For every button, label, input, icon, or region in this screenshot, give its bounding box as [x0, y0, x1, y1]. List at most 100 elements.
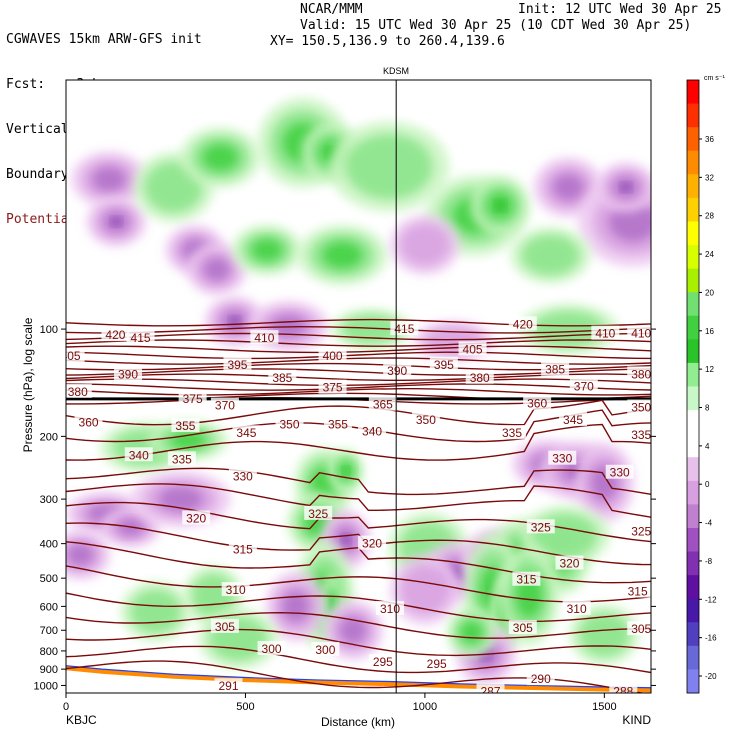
- theta-label: 350: [631, 401, 651, 415]
- theta-label: 330: [610, 466, 630, 480]
- theta-label-bg: [182, 510, 211, 525]
- y-tick-label: 300: [40, 494, 58, 506]
- theta-label-bg: [559, 412, 588, 427]
- theta-label: 340: [362, 425, 382, 439]
- velocity-cell: [111, 217, 122, 226]
- theta-label: 390: [387, 364, 407, 378]
- theta-label: 310: [226, 583, 246, 597]
- colorbar-swatch: [687, 150, 699, 175]
- y-tick-label: 900: [40, 664, 58, 676]
- colorbar-label: -12: [705, 595, 717, 604]
- colorbar-swatch: [687, 386, 699, 411]
- theta-label-bg: [210, 397, 239, 412]
- theta-label-bg: [126, 330, 155, 345]
- theta-label-bg: [250, 330, 279, 345]
- theta-label: 305: [215, 620, 235, 634]
- colorbar-label: 0: [705, 480, 710, 489]
- theta-label: 310: [567, 602, 587, 616]
- theta-label: 385: [272, 371, 292, 385]
- velocity-cell: [158, 486, 203, 512]
- theta-contour: [66, 565, 651, 603]
- colorbar-swatch: [687, 174, 699, 199]
- velocity-cell: [341, 534, 350, 545]
- left-endpoint-label: KBJC: [66, 713, 97, 727]
- theta-label: 315: [233, 542, 253, 556]
- velocity-cell: [460, 621, 483, 644]
- theta-label-bg: [124, 447, 153, 462]
- theta-label-bg: [221, 582, 250, 597]
- theta-label-bg: [562, 600, 591, 615]
- theta-label-bg: [268, 369, 297, 384]
- velocity-cell: [495, 200, 506, 211]
- y-tick-label: 600: [40, 601, 58, 613]
- right-endpoint-label: KIND: [622, 713, 651, 727]
- theta-label: 420: [105, 328, 125, 342]
- valid-time: Valid: 15 UTC Wed 30 Apr 25 (10 CDT Wed …: [300, 18, 692, 33]
- theta-label: 300: [315, 643, 335, 657]
- colorbar-swatch: [687, 598, 699, 623]
- x-tick-label: 500: [236, 701, 254, 713]
- theta-contour: [66, 628, 651, 657]
- velocity-cell: [130, 589, 181, 634]
- theta-label: 395: [227, 358, 247, 372]
- theta-label: 380: [470, 371, 490, 385]
- theta-label-bg: [627, 523, 651, 538]
- theta-label-bg: [523, 395, 552, 410]
- theta-label-bg: [429, 356, 458, 371]
- velocity-cell: [322, 241, 363, 269]
- velocity-cell: [579, 613, 630, 657]
- theta-contour: [66, 345, 651, 354]
- colorbar-label: -16: [705, 634, 717, 643]
- theta-contour: [66, 483, 651, 518]
- velocity-cell: [342, 314, 400, 344]
- cross-section-coords: XY= 150.5,136.9 to 260.4,139.6: [270, 34, 505, 49]
- theta-label: 315: [628, 585, 648, 599]
- colorbar-swatch: [687, 268, 699, 293]
- theta-label-bg: [114, 366, 143, 381]
- theta-label-bg: [627, 621, 651, 636]
- theta-label: 295: [373, 655, 393, 669]
- theta-label: 415: [131, 331, 151, 345]
- theta-label: 350: [416, 413, 436, 427]
- velocity-cell: [339, 617, 367, 644]
- theta-label: 410: [595, 327, 615, 341]
- theta-label: 380: [631, 367, 651, 381]
- theta-label: 360: [79, 416, 99, 430]
- theta-label-bg: [422, 655, 451, 670]
- theta-contour: [66, 388, 651, 396]
- theta-label: 320: [362, 537, 382, 551]
- theta-label-bg: [275, 416, 304, 431]
- colorbar-label: 8: [705, 404, 710, 413]
- theta-label: 287: [480, 685, 500, 699]
- theta-label-bg: [210, 618, 239, 633]
- colorbar-unit: cm s⁻¹: [704, 75, 725, 82]
- velocity-cell: [202, 144, 238, 171]
- theta-label-bg: [178, 390, 207, 405]
- theta-label-bg: [591, 325, 620, 340]
- theta-contour: [66, 351, 651, 360]
- theta-label: 335: [502, 426, 522, 440]
- theta-label-bg: [526, 519, 555, 534]
- init-time: Init: 12 UTC Wed 30 Apr 25: [518, 2, 722, 17]
- theta-contour: [66, 325, 651, 334]
- colorbar-label: 24: [705, 250, 714, 259]
- colorbar-swatch: [687, 410, 699, 435]
- velocity-cell: [521, 234, 580, 276]
- theta-label: 320: [559, 557, 579, 571]
- velocity-cell: [553, 174, 584, 201]
- theta-label: 325: [531, 520, 551, 534]
- colorbar-label: -8: [705, 557, 713, 566]
- theta-label: 355: [328, 417, 348, 431]
- theta-label-bg: [541, 361, 570, 376]
- theta-label: 345: [236, 426, 256, 440]
- theta-label: 415: [394, 322, 414, 336]
- theta-label-bg: [465, 369, 494, 384]
- potential-temperature-labels: 420 415 410 415 420 410 410 405 400 405 395 395 390 3…: [66, 316, 651, 699]
- theta-contour: [66, 592, 651, 623]
- x-axis-label: Distance (km): [321, 715, 395, 729]
- y-axis-label: Pressure (hPa), log scale: [21, 317, 35, 452]
- theta-label-bg: [228, 468, 257, 483]
- colorbar-swatch: [687, 245, 699, 270]
- velocity-cell: [399, 223, 451, 267]
